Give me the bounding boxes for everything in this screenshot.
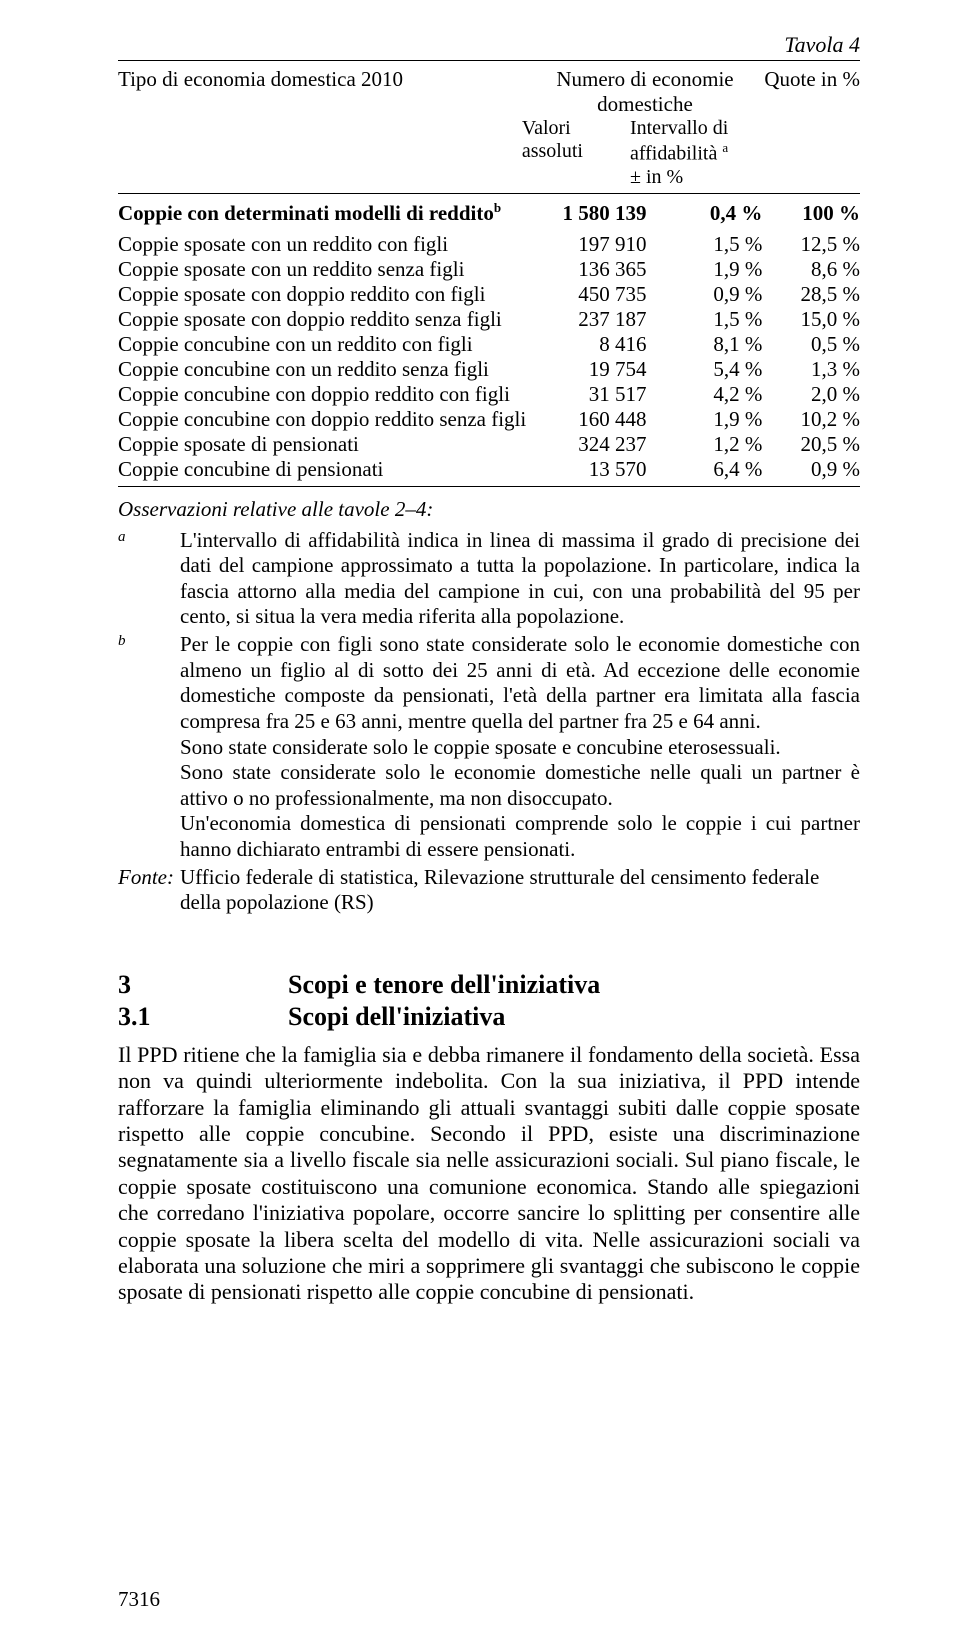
note-a: a L'intervallo di affidabilità indica in… — [118, 528, 860, 630]
row-label: Coppie sposate con doppio reddito con fi… — [118, 282, 526, 307]
row-value: 324 237 — [526, 432, 646, 457]
table-row: Coppie sposate con un reddito con figli1… — [118, 232, 860, 257]
row-quote: 2,0 % — [762, 382, 860, 407]
table-row: Coppie concubine con doppio reddito senz… — [118, 407, 860, 432]
row-value: 136 365 — [526, 257, 646, 282]
row-value: 13 570 — [526, 457, 646, 482]
observations-title: Osservazioni relative alle tavole 2–4: — [118, 497, 860, 522]
table-row: Coppie concubine di pensionati13 5706,4 … — [118, 457, 860, 482]
row-value: 450 735 — [526, 282, 646, 307]
body-paragraph: Il PPD ritiene che la famiglia sia e deb… — [118, 1042, 860, 1306]
row-label: Coppie sposate con un reddito senza figl… — [118, 257, 526, 282]
table-row: Coppie sposate con doppio reddito con fi… — [118, 282, 860, 307]
page-number: 7316 — [118, 1587, 160, 1612]
divider — [118, 60, 860, 61]
row-value: 8 416 — [526, 332, 646, 357]
row-label: Coppie concubine con doppio reddito senz… — [118, 407, 526, 432]
row-value: 31 517 — [526, 382, 646, 407]
row-label: Coppie concubine con doppio reddito con … — [118, 382, 526, 407]
table-row: Coppie sposate di pensionati324 2371,2 %… — [118, 432, 860, 457]
row-interval: 1,9 % — [646, 257, 762, 282]
row-quote: 10,2 % — [762, 407, 860, 432]
note-fonte-text: Ufficio federale di statistica, Rilevazi… — [180, 865, 860, 916]
row-quote: 0,9 % — [762, 457, 860, 482]
note-b: b Per le coppie con figli sono state con… — [118, 632, 860, 862]
row-quote: 100 % — [762, 200, 860, 226]
row-value: 197 910 — [526, 232, 646, 257]
page: Tavola 4 Tipo di economia domestica 2010… — [0, 0, 960, 1640]
section-3-1-title: Scopi dell'iniziativa — [288, 1002, 505, 1032]
note-fonte: Fonte: Ufficio federale di statistica, R… — [118, 865, 860, 916]
header-col2: Numero di economie domestiche — [504, 67, 756, 117]
row-quote: 1,3 % — [762, 357, 860, 382]
row-label: Coppie concubine di pensionati — [118, 457, 526, 482]
row-interval: 1,5 % — [646, 307, 762, 332]
table-row: Coppie concubine con doppio reddito con … — [118, 382, 860, 407]
row-label: Coppie sposate con doppio reddito senza … — [118, 307, 526, 332]
row-interval: 0,4 % — [646, 200, 762, 226]
table-row: Coppie con determinati modelli di reddit… — [118, 200, 860, 226]
row-interval: 0,9 % — [646, 282, 762, 307]
row-interval: 8,1 % — [646, 332, 762, 357]
data-table: Coppie con determinati modelli di reddit… — [118, 200, 860, 482]
note-a-text: L'intervallo di affidabilità indica in l… — [180, 528, 860, 630]
row-interval: 1,9 % — [646, 407, 762, 432]
section-3-title: Scopi e tenore dell'iniziativa — [288, 970, 600, 1000]
row-label: Coppie sposate con un reddito con figli — [118, 232, 526, 257]
table-row: Coppie sposate con un reddito senza figl… — [118, 257, 860, 282]
row-interval: 6,4 % — [646, 457, 762, 482]
row-quote: 28,5 % — [762, 282, 860, 307]
section-3-1-num: 3.1 — [118, 1002, 288, 1032]
header-col3: Quote in % — [756, 67, 860, 117]
table-row: Coppie concubine con un reddito senza fi… — [118, 357, 860, 382]
row-interval: 1,2 % — [646, 432, 762, 457]
row-value: 160 448 — [526, 407, 646, 432]
note-b-text: Per le coppie con figli sono state consi… — [180, 632, 860, 862]
row-quote: 15,0 % — [762, 307, 860, 332]
row-quote: 8,6 % — [762, 257, 860, 282]
section-3-1: 3.1 Scopi dell'iniziativa — [118, 1002, 860, 1032]
row-quote: 0,5 % — [762, 332, 860, 357]
subheader-valori: Valori assoluti — [504, 117, 630, 189]
row-value: 1 580 139 — [526, 200, 646, 226]
table-row: Coppie sposate con doppio reddito senza … — [118, 307, 860, 332]
row-value: 237 187 — [526, 307, 646, 332]
table-row: Coppie concubine con un reddito con figl… — [118, 332, 860, 357]
divider — [118, 486, 860, 487]
row-quote: 20,5 % — [762, 432, 860, 457]
divider — [118, 193, 860, 194]
row-quote: 12,5 % — [762, 232, 860, 257]
section-3-num: 3 — [118, 970, 288, 1000]
row-label: Coppie concubine con un reddito senza fi… — [118, 357, 526, 382]
row-interval: 4,2 % — [646, 382, 762, 407]
table-header: Tipo di economia domestica 2010 Numero d… — [118, 67, 860, 189]
row-value: 19 754 — [526, 357, 646, 382]
row-interval: 5,4 % — [646, 357, 762, 382]
subheader-intervallo: Intervallo di affidabilità a ± in % — [630, 117, 756, 189]
table-number: Tavola 4 — [118, 32, 860, 58]
row-label: Coppie con determinati modelli di reddit… — [118, 200, 526, 226]
row-interval: 1,5 % — [646, 232, 762, 257]
section-3: 3 Scopi e tenore dell'iniziativa — [118, 970, 860, 1000]
header-col1: Tipo di economia domestica 2010 — [118, 67, 504, 117]
row-label: Coppie concubine con un reddito con figl… — [118, 332, 526, 357]
row-label: Coppie sposate di pensionati — [118, 432, 526, 457]
